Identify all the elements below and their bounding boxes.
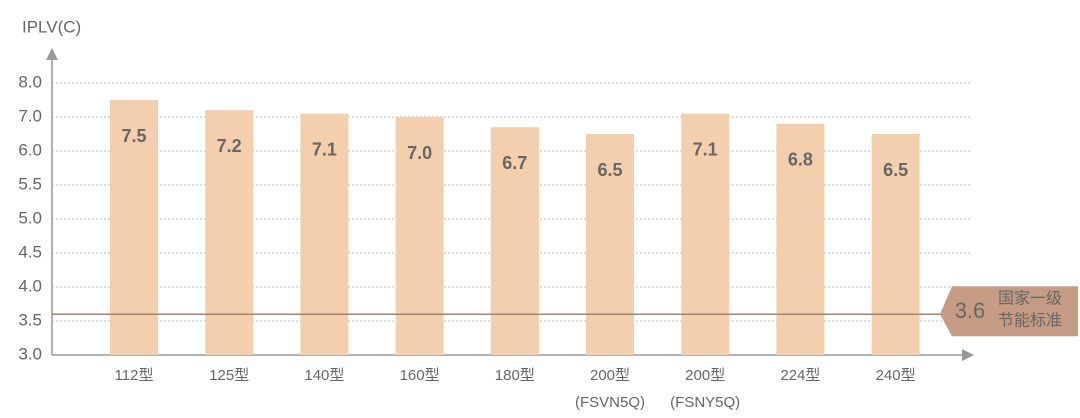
- x-tick-label: 200型 (FSVN5Q): [574, 367, 645, 411]
- value-label: 7.1: [312, 139, 337, 159]
- value-label: 7.5: [121, 126, 146, 146]
- x-tick-label: 180型: [494, 367, 535, 384]
- y-tick-label: 4.0: [18, 276, 42, 295]
- y-tick-label: 3.5: [18, 310, 42, 329]
- bar: [110, 100, 158, 355]
- value-label: 7.1: [693, 139, 718, 159]
- x-tick-label: 200型 (FSNY5Q): [670, 367, 741, 411]
- x-tick-label: 224型: [780, 367, 821, 384]
- x-tick-label: 125型: [209, 367, 250, 384]
- value-label: 6.7: [502, 153, 527, 173]
- y-tick-label: 3.0: [18, 344, 42, 363]
- value-label: 6.8: [788, 150, 813, 170]
- y-tick-label: 5.0: [18, 208, 42, 227]
- bar: [490, 127, 539, 355]
- reference-text: 节能标准: [998, 311, 1062, 329]
- reference-label-box: [940, 286, 1078, 337]
- reference-text: 国家一级: [998, 289, 1062, 307]
- value-label: 7.2: [217, 136, 242, 156]
- y-tick-label: 4.5: [18, 242, 42, 261]
- value-label: 6.5: [597, 160, 622, 180]
- y-axis-label: IPLV(C): [22, 17, 81, 36]
- y-tick-label: 8.0: [18, 72, 42, 91]
- bar: [776, 123, 825, 355]
- bar: [586, 134, 634, 355]
- bar: [395, 117, 444, 355]
- reference-value: 3.6: [955, 298, 986, 323]
- x-tick-label: 140型: [304, 367, 345, 384]
- x-axis-arrow: [962, 349, 974, 361]
- value-label: 6.5: [883, 160, 908, 180]
- x-tick-label: 160型: [399, 367, 440, 384]
- y-tick-label: 5.5: [18, 174, 42, 193]
- y-axis-arrow: [46, 48, 58, 60]
- y-tick-label: 7.0: [18, 106, 42, 125]
- value-label: 7.0: [407, 143, 432, 163]
- y-tick-label: 6.0: [18, 140, 42, 159]
- x-tick-label: 112型: [114, 367, 154, 384]
- bar: [871, 134, 920, 355]
- x-tick-label: 240型: [875, 367, 916, 384]
